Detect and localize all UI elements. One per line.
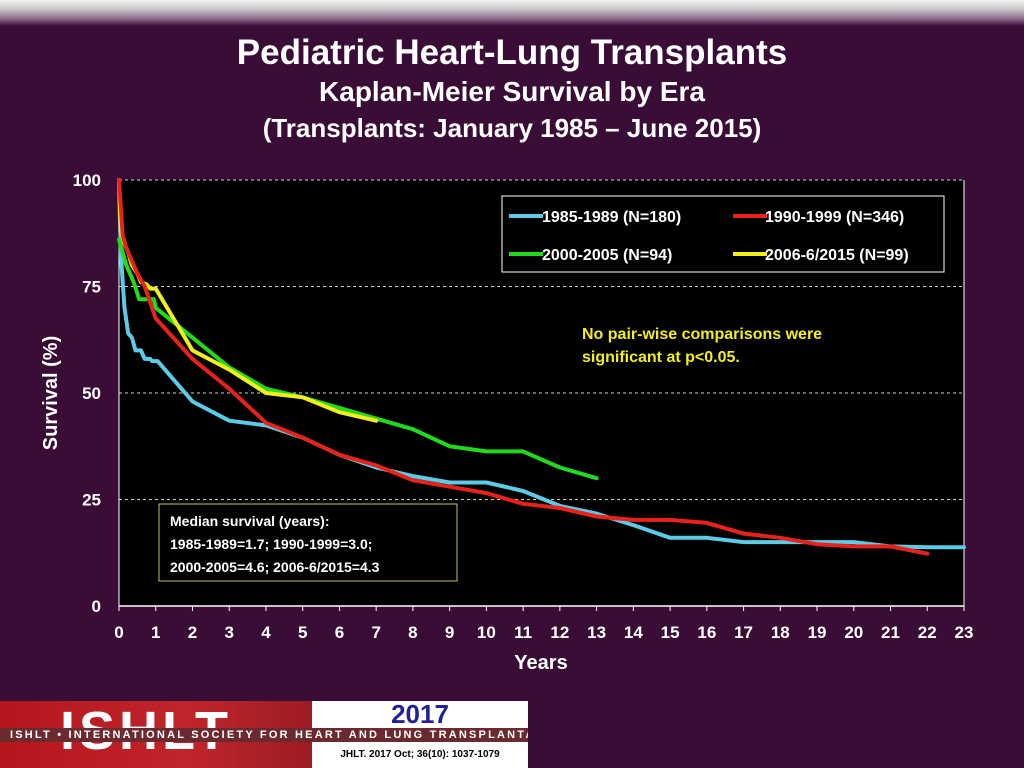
x-tick-label: 19 bbox=[808, 623, 827, 642]
x-tick-label: 18 bbox=[771, 623, 790, 642]
x-tick-label: 21 bbox=[881, 623, 900, 642]
chart-subtitle-2: (Transplants: January 1985 – June 2015) bbox=[262, 113, 762, 143]
x-tick-label: 3 bbox=[224, 623, 233, 642]
legend-box bbox=[501, 195, 945, 273]
annotation-line-2: significant at p<0.05. bbox=[582, 349, 740, 366]
series-line-1 bbox=[117, 178, 930, 556]
y-tick-label: 100 bbox=[73, 171, 101, 190]
median-box-line-1: Median survival (years): bbox=[170, 513, 330, 529]
citation: JHLT. 2017 Oct; 36(10): 1037-1079 bbox=[312, 742, 528, 768]
series-line-2 bbox=[117, 237, 599, 481]
x-tick-label: 16 bbox=[697, 623, 716, 642]
x-tick-label: 11 bbox=[514, 623, 532, 642]
annotation-line-1: No pair-wise comparisons were bbox=[582, 326, 822, 343]
y-tick-label: 75 bbox=[82, 278, 101, 297]
x-tick-label: 13 bbox=[587, 623, 606, 642]
x-tick-label: 22 bbox=[918, 623, 937, 642]
legend-label-1985-1989: 1985-1989 (N=180) bbox=[542, 209, 681, 226]
x-tick-label: 8 bbox=[408, 623, 417, 642]
median-box-line-3: 2000-2005=4.6; 2006-6/2015=4.3 bbox=[170, 559, 380, 575]
x-tick-label: 15 bbox=[661, 623, 680, 642]
x-tick-label: 5 bbox=[298, 623, 307, 642]
chart-subtitle: Kaplan-Meier Survival by Era bbox=[319, 76, 705, 107]
y-tick-label: 50 bbox=[82, 384, 101, 403]
x-tick-label: 2 bbox=[188, 623, 197, 642]
org-name-strip: ISHLT • INTERNATIONAL SOCIETY FOR HEART … bbox=[0, 728, 528, 742]
y-tick-label: 0 bbox=[92, 597, 101, 616]
footer: ISHLT ISHLT • INTERNATIONAL SOCIETY FOR … bbox=[0, 701, 1024, 768]
y-axis-label: Survival (%) bbox=[40, 336, 62, 450]
x-tick-label: 9 bbox=[445, 623, 454, 642]
year-label: 2017 bbox=[312, 701, 528, 728]
x-tick-label: 14 bbox=[624, 623, 643, 642]
median-survival-box: Median survival (years): 1985-1989=1.7; … bbox=[158, 503, 458, 582]
legend: 1985-1989 (N=180) 1990-1999 (N=346) 2000… bbox=[501, 195, 945, 273]
title-block: Pediatric Heart-Lung Transplants Kaplan-… bbox=[0, 32, 1024, 146]
top-gradient-band bbox=[0, 0, 1024, 26]
x-tick-label: 20 bbox=[844, 623, 863, 642]
y-tick-label: 25 bbox=[82, 491, 101, 510]
chart-title: Pediatric Heart-Lung Transplants bbox=[236, 33, 788, 72]
x-tick-label: 12 bbox=[550, 623, 569, 642]
legend-label-1990-1999: 1990-1999 (N=346) bbox=[765, 209, 904, 226]
x-tick-label: 17 bbox=[734, 623, 753, 642]
legend-label-2006-2015: 2006-6/2015 (N=99) bbox=[765, 247, 909, 264]
x-axis-label: Years bbox=[514, 652, 567, 674]
x-tick-label: 1 bbox=[151, 623, 160, 642]
x-tick-label: 4 bbox=[261, 623, 271, 642]
median-box-frame bbox=[158, 503, 458, 582]
x-tick-label: 23 bbox=[955, 623, 974, 642]
median-box-line-2: 1985-1989=1.7; 1990-1999=3.0; bbox=[170, 536, 372, 552]
x-tick-label: 10 bbox=[477, 623, 496, 642]
legend-label-2000-2005: 2000-2005 (N=94) bbox=[542, 247, 672, 264]
x-tick-label: 6 bbox=[335, 623, 344, 642]
x-tick-label: 7 bbox=[371, 623, 380, 642]
x-tick-label: 0 bbox=[114, 623, 123, 642]
